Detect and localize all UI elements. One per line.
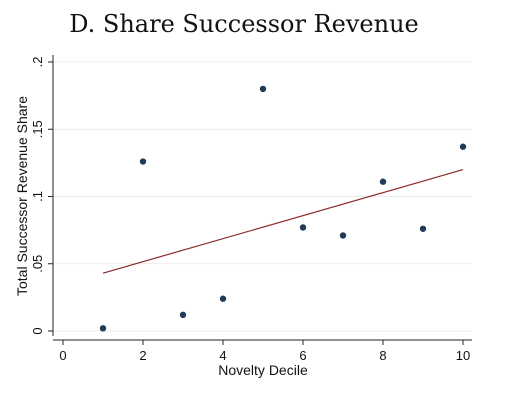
x-tick-label: 8 [379,348,386,363]
data-point [459,143,467,150]
y-tick-label: 0 [30,327,45,334]
y-tick-label: .1 [30,191,45,202]
x-tick-label: 10 [456,348,470,363]
y-tick-label: .2 [30,57,45,68]
data-point [419,225,427,232]
chart-title: D. Share Successor Revenue [69,10,418,38]
x-tick-label: 4 [219,348,226,363]
x-tick-label: 2 [139,348,146,363]
fit-line [102,169,464,274]
data-point [179,311,187,319]
y-tick-label: .05 [30,255,45,273]
y-tick-label: .15 [30,120,45,138]
gridlines [54,61,472,332]
data-point [139,158,147,165]
data-point [219,295,227,302]
x-axis-ticks: 0 2 4 6 8 10 [59,340,470,363]
y-axis-ticks: 0 .05 .1 .15 .2 [30,57,53,335]
data-point [379,178,387,185]
data-point [299,224,307,231]
x-tick-label: 0 [59,348,66,363]
data-point [339,232,347,239]
x-axis-label: Novelty Decile [218,362,308,378]
y-axis-label: Total Successor Revenue Share [14,96,30,296]
data-point [259,85,267,93]
data-points [99,85,467,332]
x-tick-label: 6 [299,348,306,363]
data-point [99,325,107,332]
